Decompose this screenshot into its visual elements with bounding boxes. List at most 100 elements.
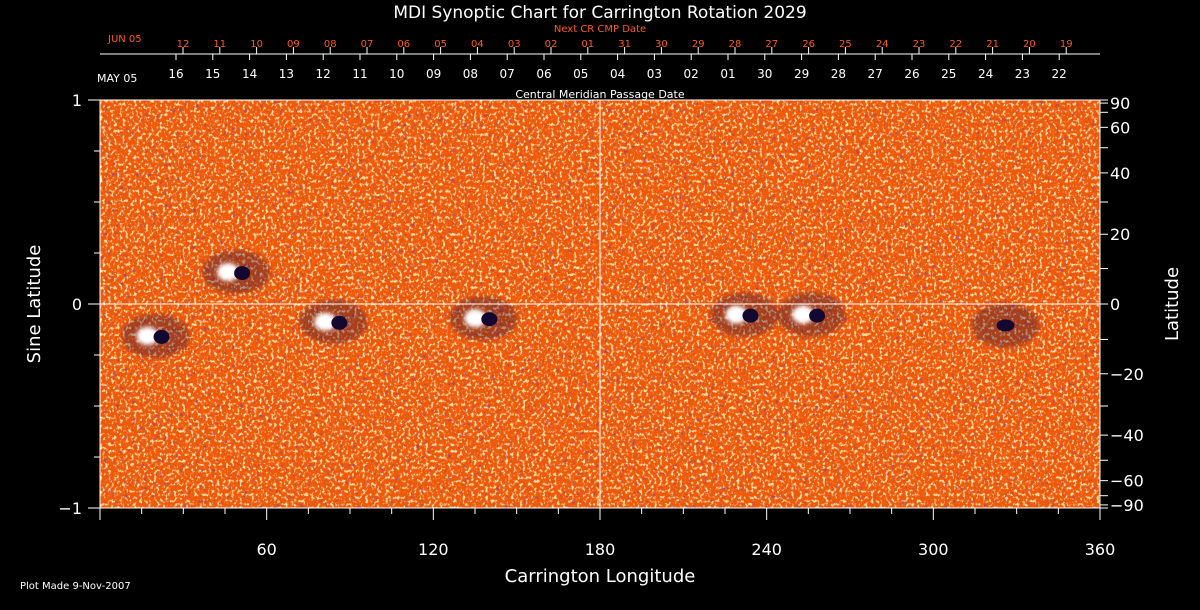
next-cr-tick-label: 11 [213, 39, 226, 50]
y-right-tick-label: 0 [1110, 295, 1120, 314]
cmp-tick-label: 27 [868, 67, 883, 81]
cmp-tick-label: 26 [904, 67, 919, 81]
cmp-tick-label: 11 [352, 67, 367, 81]
x-tick-label: 60 [256, 540, 276, 559]
cmp-tick-label: 10 [389, 67, 404, 81]
x-tick-label: 300 [918, 540, 949, 559]
positive-polarity [464, 309, 487, 328]
cmp-tick-label: 12 [316, 67, 331, 81]
next-cr-tick-label: 12 [177, 39, 190, 50]
cmp-tick-label: 05 [573, 67, 588, 81]
positive-polarity [725, 305, 748, 324]
cmp-tick-label: 25 [941, 67, 956, 81]
cmp-tick-label: 16 [168, 67, 183, 81]
cmp-ticks: 16 15 14 13 12 11 10 09 08 07 06 05 04 03 02 01 30 29 28 27… [168, 54, 1067, 81]
magnetogram-map [99, 99, 1101, 509]
next-cr-tick-label: 06 [397, 39, 410, 50]
y-right-tick-label: −40 [1110, 426, 1144, 445]
y-left-tick-label: 1 [72, 91, 82, 110]
y-right-tick-label: −90 [1110, 496, 1144, 515]
next-cr-tick-label: 04 [471, 39, 484, 50]
next-cr-tick-label: 08 [324, 39, 337, 50]
chart-title: MDI Synoptic Chart for Carrington Rotati… [393, 3, 806, 23]
x-tick-label: 240 [751, 540, 782, 559]
active-region [202, 250, 271, 295]
active-region [449, 296, 518, 341]
cmp-tick-label: 07 [500, 67, 515, 81]
next-cr-tick-label: 03 [508, 39, 521, 50]
y-left-tick-label: 0 [72, 295, 82, 314]
next-cr-tick-label: 23 [913, 39, 926, 50]
next-cr-tick-label: 28 [729, 39, 742, 50]
active-region [777, 292, 846, 337]
plot-made-note: Plot Made 9-Nov-2007 [20, 581, 131, 592]
next-cr-tick-label: 26 [802, 39, 815, 50]
negative-polarity [331, 315, 348, 330]
next-cr-tick-label: 22 [949, 39, 962, 50]
active-region [121, 313, 190, 358]
negative-polarity [481, 312, 498, 327]
positive-polarity [136, 326, 159, 345]
active-region [299, 299, 368, 344]
y-right-tick-label: 40 [1110, 164, 1130, 183]
y-left-axis: 1 0 −1 [58, 91, 100, 518]
next-cr-tick-label: 10 [250, 39, 263, 50]
next-cr-tick-label: 20 [1023, 39, 1036, 50]
y-left-axis-label: Sine Latitude [24, 245, 45, 364]
cmp-tick-label: 15 [205, 67, 220, 81]
cmp-tick-label: 22 [1052, 67, 1067, 81]
cmp-tick-label: 02 [684, 67, 699, 81]
x-axis: 60 120 180 240 300 360 [99, 508, 1116, 559]
y-right-axis: 90 60 40 20 0 −20 −40 −60 −90 [1100, 94, 1144, 515]
cmp-tick-label: 30 [757, 67, 772, 81]
cmp-axis-label: Central Meridian Passage Date [515, 88, 684, 101]
next-cr-tick-label: 01 [581, 39, 594, 50]
next-cr-tick-label: 29 [692, 39, 705, 50]
positive-polarity [217, 263, 240, 282]
next-cr-tick-label: 27 [765, 39, 778, 50]
cmp-tick-label: 13 [279, 67, 294, 81]
active-region [710, 292, 779, 337]
x-tick-label: 360 [1085, 540, 1116, 559]
negative-polarity [996, 319, 1015, 332]
next-cr-tick-label: 19 [1060, 39, 1073, 50]
cmp-tick-label: 03 [647, 67, 662, 81]
next-cr-axis-label: Next CR CMP Date [554, 24, 646, 35]
cmp-tick-label: 14 [242, 67, 257, 81]
cmp-tick-label: 28 [831, 67, 846, 81]
y-right-tick-label: 90 [1110, 94, 1130, 113]
y-right-tick-label: 60 [1110, 118, 1130, 137]
cmp-tick-label: 09 [426, 67, 441, 81]
next-cr-tick-label: 05 [434, 39, 447, 50]
negative-polarity [809, 308, 826, 323]
next-cr-tick-label: 07 [361, 39, 374, 50]
active-region [971, 303, 1040, 348]
next-cr-month-label: JUN 05 [107, 34, 142, 45]
next-cr-ticks: 12 11 10 09 08 07 06 05 04 03 02 01 31 30 29 28 27 26 25 24… [177, 39, 1073, 54]
y-right-tick-label: 20 [1110, 225, 1130, 244]
x-tick-label: 120 [418, 540, 449, 559]
cmp-tick-label: 23 [1015, 67, 1030, 81]
next-cr-tick-label: 25 [839, 39, 852, 50]
x-tick-label: 180 [585, 540, 616, 559]
cmp-tick-label: 29 [794, 67, 809, 81]
next-cr-tick-label: 09 [287, 39, 300, 50]
active-regions [121, 250, 1040, 358]
cmp-tick-label: 24 [978, 67, 993, 81]
negative-polarity [742, 308, 759, 323]
next-cr-tick-label: 02 [545, 39, 558, 50]
next-cr-tick-label: 24 [876, 39, 889, 50]
positive-polarity [314, 312, 337, 331]
cmp-tick-label: 01 [720, 67, 735, 81]
positive-polarity [792, 305, 815, 324]
negative-polarity [153, 329, 170, 344]
next-cr-tick-label: 30 [655, 39, 668, 50]
negative-polarity [234, 266, 251, 281]
y-right-tick-label: −20 [1110, 365, 1144, 384]
y-left-tick-label: −1 [58, 499, 82, 518]
x-axis-label: Carrington Longitude [505, 566, 696, 587]
y-right-tick-label: −60 [1110, 472, 1144, 491]
next-cr-tick-label: 31 [618, 39, 631, 50]
cmp-tick-label: 08 [463, 67, 478, 81]
